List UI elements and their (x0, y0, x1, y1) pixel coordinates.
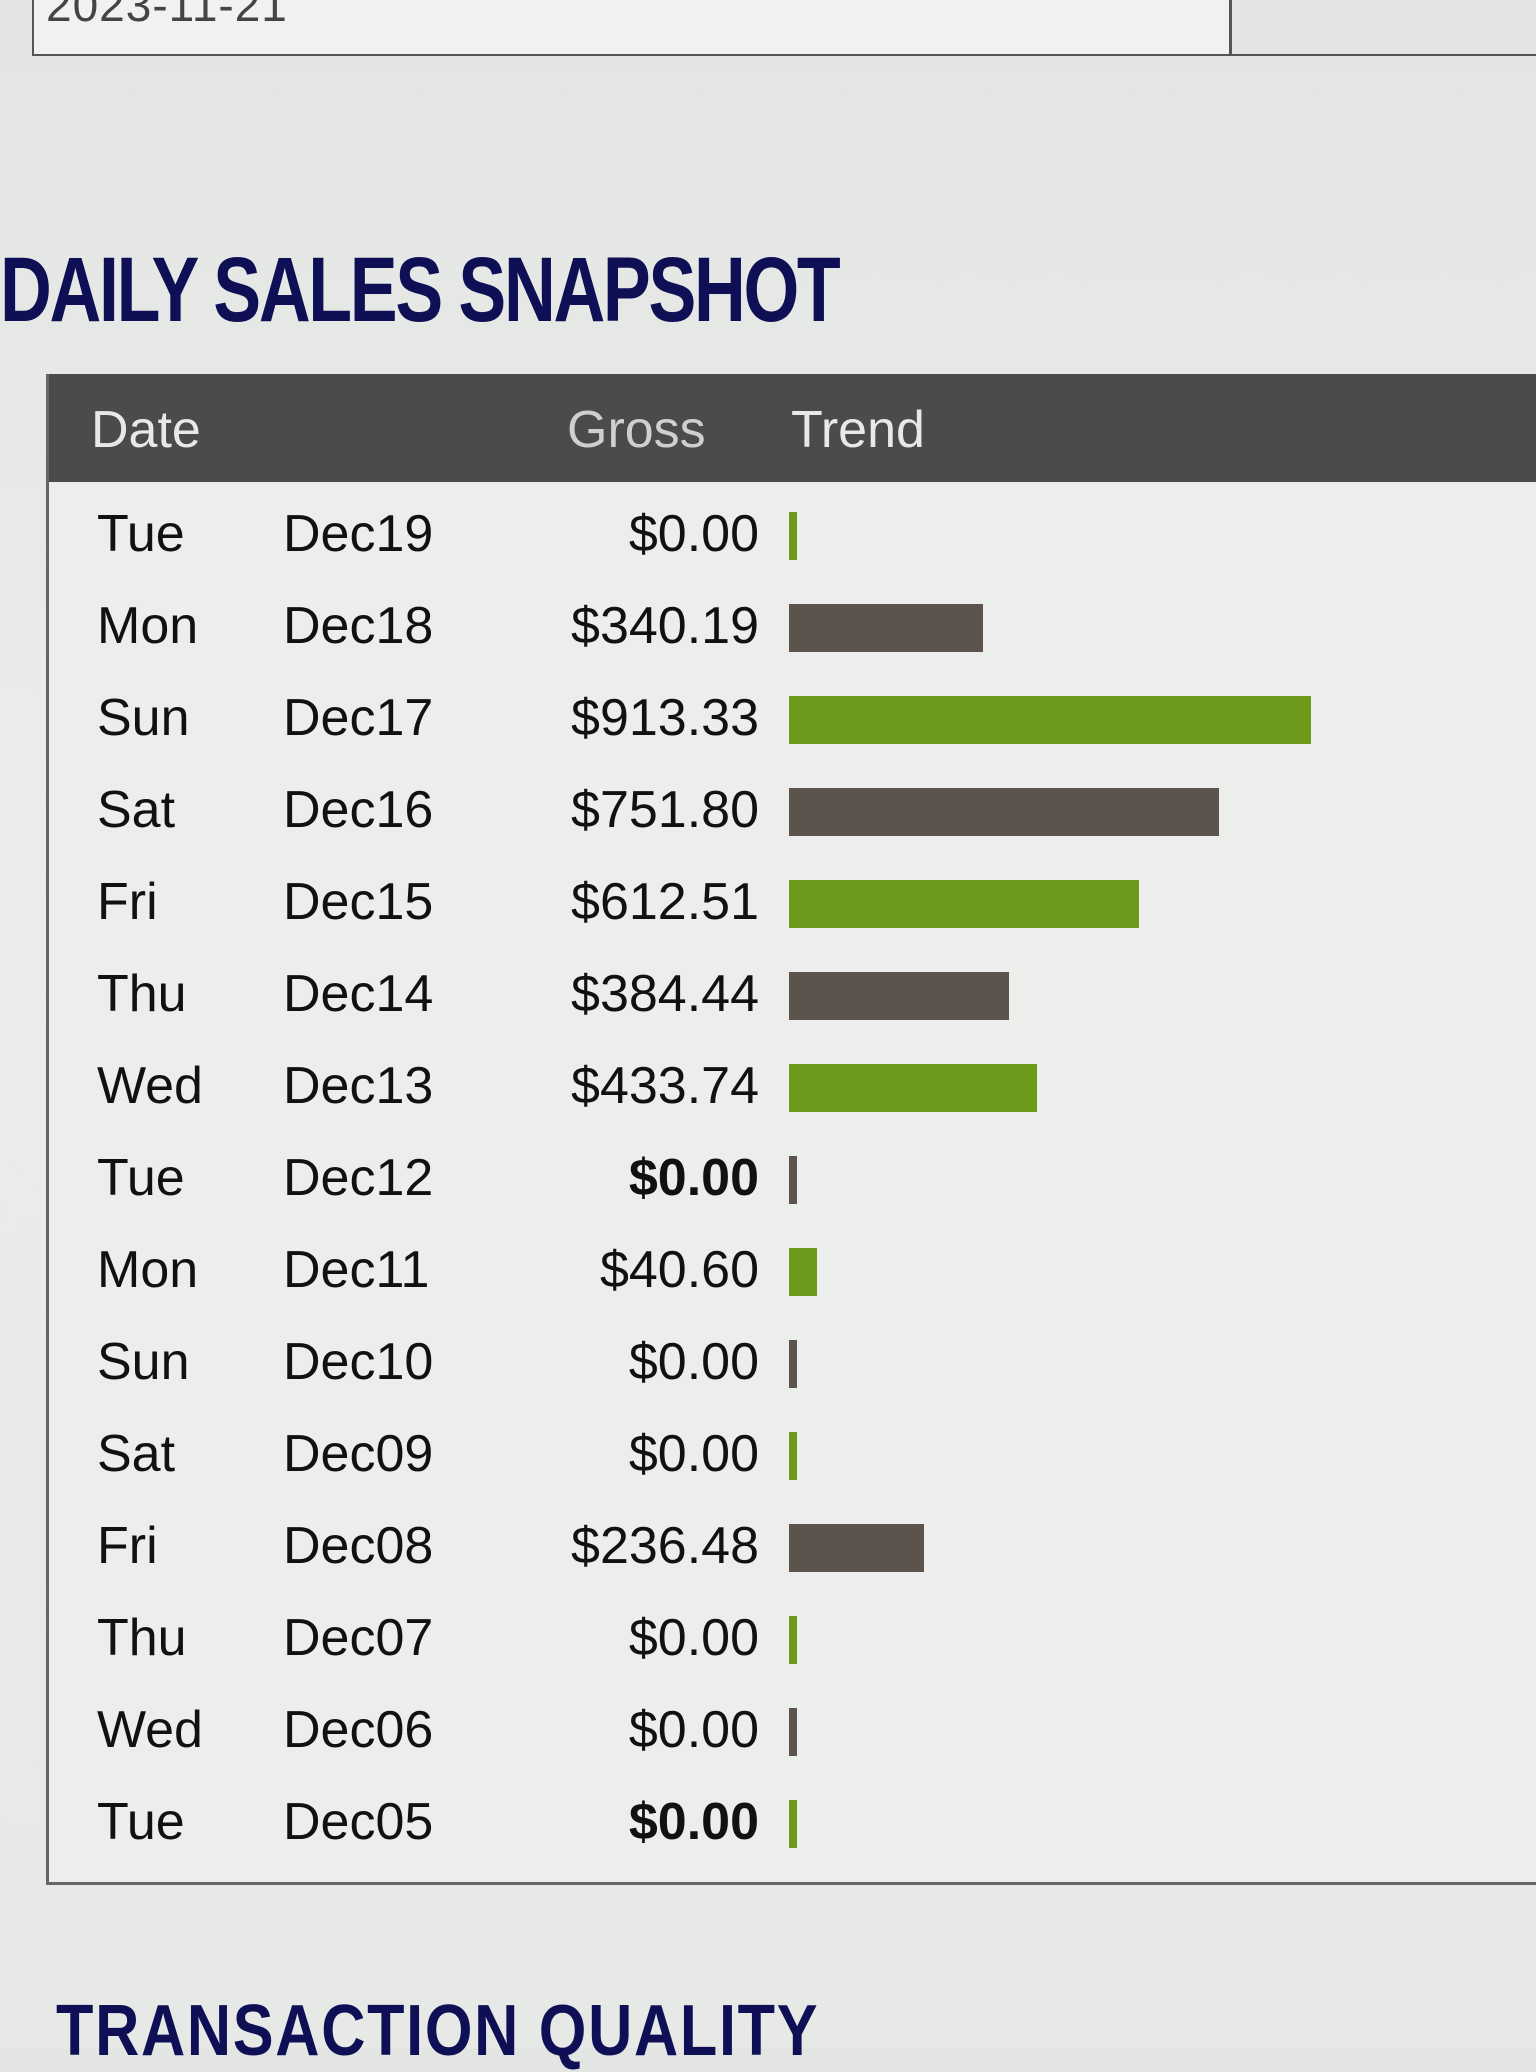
row-day: Mon (97, 1241, 199, 1299)
row-gross: $433.74 (571, 1057, 759, 1115)
trend-bar (789, 1156, 797, 1204)
row-date: Dec11 (283, 1241, 430, 1299)
row-date: Dec06 (283, 1701, 434, 1759)
table-row: Tue Dec12 $0.00 (49, 1130, 1536, 1224)
table-row: Sun Dec10 $0.00 (49, 1314, 1536, 1408)
row-day: Sun (97, 1333, 190, 1391)
row-day: Wed (97, 1701, 203, 1759)
row-gross: $340.19 (571, 597, 759, 655)
row-gross: $40.60 (599, 1241, 759, 1299)
trend-bar (789, 788, 1219, 836)
row-date: Dec07 (283, 1609, 434, 1667)
previous-panel-date: 2023-11-21 (46, 0, 288, 31)
table-row: Fri Dec15 $612.51 (49, 854, 1536, 948)
trend-bar (789, 512, 797, 560)
daily-sales-table: Date Gross Trend Tue Dec19 $0.00 Mon Dec18 $3… (46, 374, 1536, 1885)
row-date: Dec18 (283, 597, 434, 655)
trend-bar (789, 1800, 797, 1848)
table-row: Mon Dec11 $40.60 (49, 1222, 1536, 1316)
row-day: Mon (97, 597, 199, 655)
row-gross: $0.00 (628, 505, 759, 563)
row-day: Sat (97, 1425, 176, 1483)
row-gross: $751.80 (571, 781, 759, 839)
table-header: Date Gross Trend (49, 374, 1536, 482)
row-gross: $0.00 (628, 1149, 759, 1207)
row-date: Dec17 (283, 689, 434, 747)
row-gross: $0.00 (628, 1793, 759, 1851)
trend-bar (789, 1708, 797, 1756)
row-date: Dec16 (283, 781, 434, 839)
header-trend: Trend (791, 401, 925, 459)
row-date: Dec08 (283, 1517, 434, 1575)
table-row: Fri Dec08 $236.48 (49, 1498, 1536, 1592)
table-row: Sat Dec09 $0.00 (49, 1406, 1536, 1500)
row-gross: $0.00 (628, 1701, 759, 1759)
row-gross: $0.00 (628, 1609, 759, 1667)
row-date: Dec09 (283, 1425, 434, 1483)
row-date: Dec19 (283, 505, 434, 563)
trend-bar (789, 1616, 797, 1664)
row-date: Dec05 (283, 1793, 434, 1851)
row-day: Tue (97, 1149, 185, 1207)
row-day: Fri (97, 1517, 158, 1575)
row-gross: $913.33 (571, 689, 759, 747)
trend-bar (789, 880, 1139, 928)
trend-bar (789, 972, 1009, 1020)
row-gross: $384.44 (571, 965, 759, 1023)
row-day: Sun (97, 689, 190, 747)
row-gross: $0.00 (628, 1425, 759, 1483)
table-row: Wed Dec13 $433.74 (49, 1038, 1536, 1132)
row-gross: $0.00 (628, 1333, 759, 1391)
table-row: Tue Dec05 $0.00 (49, 1774, 1536, 1868)
previous-panel-box-right (1230, 0, 1536, 56)
trend-bar (789, 604, 983, 652)
header-date: Date (91, 401, 201, 459)
trend-bar (789, 696, 1311, 744)
row-date: Dec12 (283, 1149, 434, 1207)
table-row: Sat Dec16 $751.80 (49, 762, 1536, 856)
row-day: Tue (97, 1793, 185, 1851)
row-gross: $612.51 (571, 873, 759, 931)
row-date: Dec14 (283, 965, 434, 1023)
table-row: Sun Dec17 $913.33 (49, 670, 1536, 764)
trend-bar (789, 1524, 924, 1572)
section-title: DAILY SALES SNAPSHOT (0, 239, 841, 341)
trend-bar (789, 1064, 1037, 1112)
next-section-title: TRANSACTION QUALITY (56, 1991, 820, 2071)
header-gross: Gross (567, 401, 706, 459)
trend-bar (789, 1432, 797, 1480)
row-date: Dec13 (283, 1057, 434, 1115)
table-row: Tue Dec19 $0.00 (49, 486, 1536, 580)
table-row: Thu Dec14 $384.44 (49, 946, 1536, 1040)
trend-bar (789, 1248, 817, 1296)
row-date: Dec15 (283, 873, 434, 931)
table-row: Mon Dec18 $340.19 (49, 578, 1536, 672)
trend-bar (789, 1340, 797, 1388)
row-day: Thu (97, 1609, 187, 1667)
row-day: Tue (97, 505, 185, 563)
row-day: Fri (97, 873, 158, 931)
row-day: Thu (97, 965, 187, 1023)
row-day: Sat (97, 781, 176, 839)
row-day: Wed (97, 1057, 203, 1115)
table-row: Wed Dec06 $0.00 (49, 1682, 1536, 1776)
previous-panel-box (32, 0, 1231, 56)
row-date: Dec10 (283, 1333, 434, 1391)
row-gross: $236.48 (571, 1517, 759, 1575)
table-row: Thu Dec07 $0.00 (49, 1590, 1536, 1684)
